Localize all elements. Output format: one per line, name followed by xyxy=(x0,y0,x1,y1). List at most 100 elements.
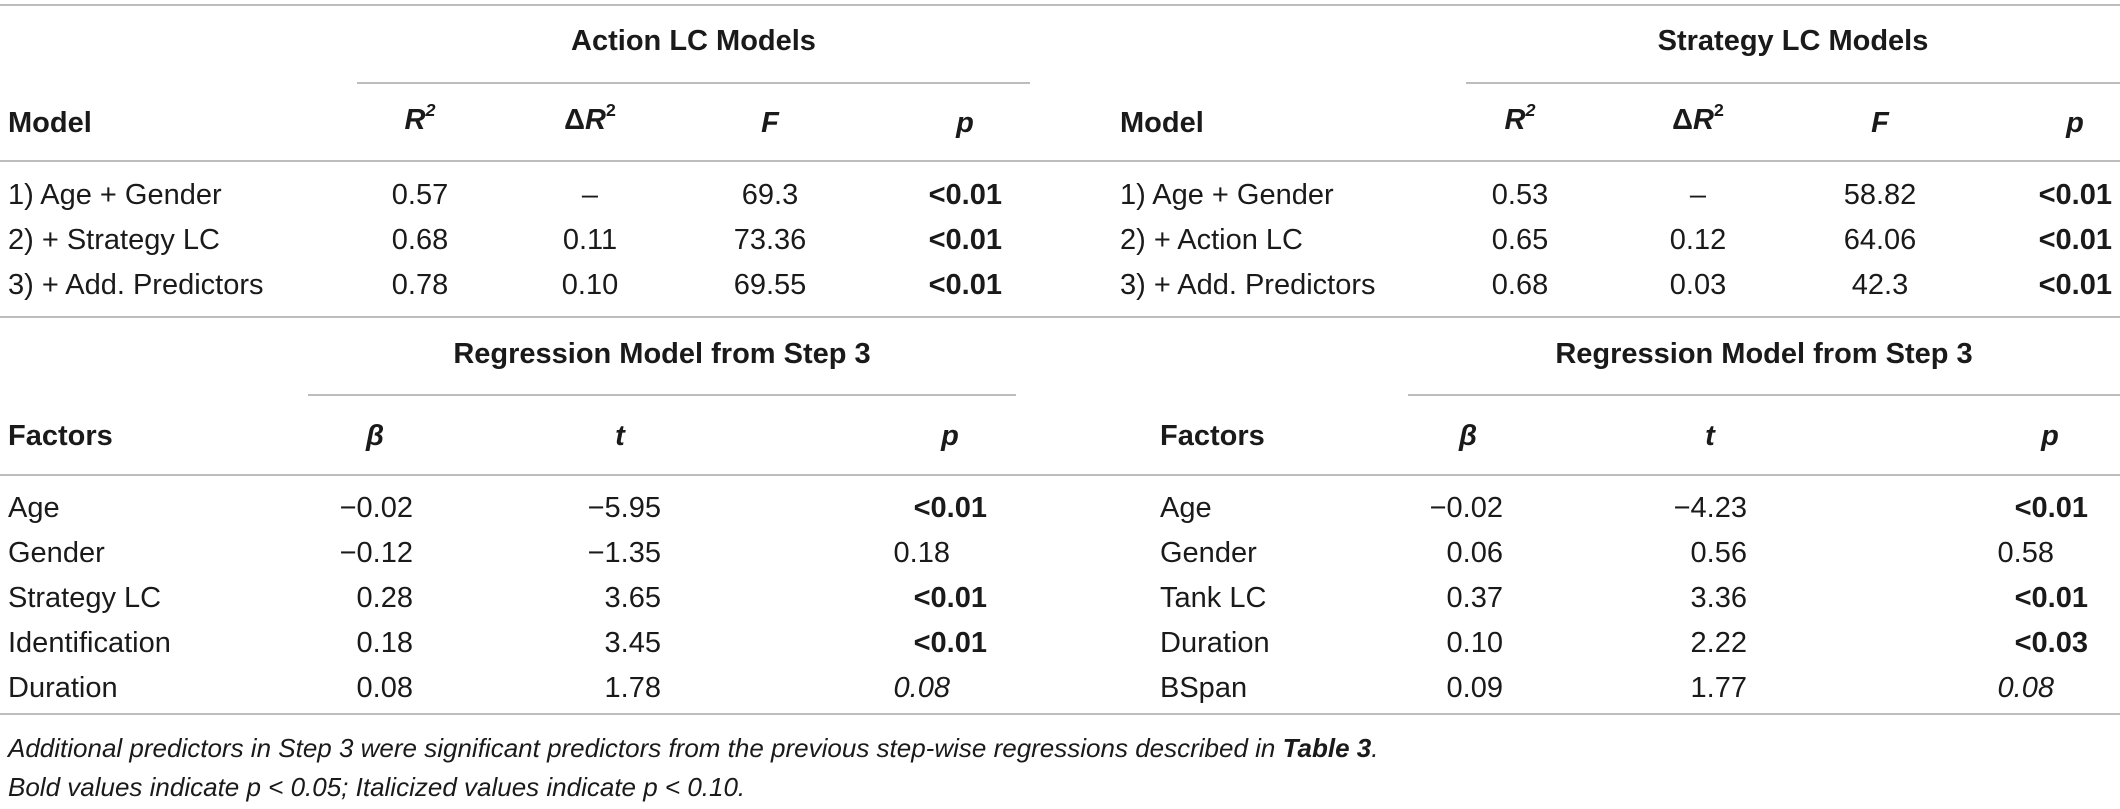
p-value: <0.01 xyxy=(2038,224,2112,256)
delta-r2-value: 0.10 xyxy=(561,269,619,301)
top-header-rule xyxy=(0,160,2120,162)
f-value: 42.3 xyxy=(1851,269,1909,301)
p-value: 0.08 xyxy=(1997,672,2054,704)
header-model: Model xyxy=(1120,107,1204,139)
model-label: 2) + Strategy LC xyxy=(8,224,220,256)
t-value: 3.65 xyxy=(604,582,661,614)
f-value: 58.82 xyxy=(1843,179,1917,211)
top-section-bottom-rule xyxy=(0,316,2120,318)
factor-label: Age xyxy=(8,492,60,524)
r2-value: 0.78 xyxy=(391,269,449,301)
factor-label: Duration xyxy=(8,672,118,704)
regression-left-underline xyxy=(308,394,1016,396)
table-footnote-1: Additional predictors in Step 3 were sig… xyxy=(8,733,1379,763)
strategy-lc-group-title: Strategy LC Models xyxy=(1657,25,1929,57)
factor-label: Gender xyxy=(8,537,105,569)
t-value: −1.35 xyxy=(587,537,661,569)
p-value: <0.01 xyxy=(928,224,1002,256)
header-p: p xyxy=(2066,107,2084,139)
beta-value: 0.06 xyxy=(1446,537,1503,569)
header-t: t xyxy=(1705,420,1715,452)
factor-label: Strategy LC xyxy=(8,582,162,614)
bottom-header-rule xyxy=(0,474,2120,476)
header-model: Model xyxy=(8,107,92,139)
header-r2: R2 xyxy=(1504,100,1536,136)
p-value: <0.01 xyxy=(913,627,987,659)
beta-value: −0.02 xyxy=(339,492,413,524)
p-value: <0.01 xyxy=(913,492,987,524)
beta-value: −0.12 xyxy=(339,537,413,569)
r2-value: 0.68 xyxy=(1491,269,1549,301)
delta-r2-value: 0.11 xyxy=(562,224,618,256)
action-group-underline xyxy=(357,82,1030,84)
model-label: 1) Age + Gender xyxy=(8,179,222,211)
r2-value: 0.53 xyxy=(1491,179,1549,211)
factor-label: Tank LC xyxy=(1160,582,1267,614)
beta-value: 0.28 xyxy=(356,582,413,614)
t-value: 3.36 xyxy=(1690,582,1747,614)
t-value: 2.22 xyxy=(1690,627,1747,659)
p-value: <0.01 xyxy=(928,179,1002,211)
beta-value: 0.37 xyxy=(1446,582,1503,614)
f-value: 69.55 xyxy=(733,269,807,301)
beta-value: 0.18 xyxy=(356,627,413,659)
factor-label: BSpan xyxy=(1160,672,1248,704)
table-footnote-2: Bold values indicate p < 0.05; Italicize… xyxy=(8,772,746,802)
factor-label: Age xyxy=(1160,492,1212,524)
factor-label: Identification xyxy=(8,627,171,659)
header-delta-r2: ΔR2 xyxy=(564,100,616,136)
model-label: 3) + Add. Predictors xyxy=(1120,269,1376,301)
header-factors: Factors xyxy=(1160,420,1265,452)
r2-value: 0.57 xyxy=(391,179,449,211)
beta-value: 0.10 xyxy=(1446,627,1503,659)
table-reference: Table 3 xyxy=(1282,733,1372,763)
p-value: <0.01 xyxy=(913,582,987,614)
p-value: <0.03 xyxy=(2014,627,2088,659)
model-label: 1) Age + Gender xyxy=(1120,179,1334,211)
header-r2: R2 xyxy=(404,100,436,136)
t-value: 0.56 xyxy=(1690,537,1747,569)
header-p: p xyxy=(2041,420,2059,452)
t-value: 3.45 xyxy=(604,627,661,659)
model-label: 2) + Action LC xyxy=(1120,224,1303,256)
regression-right-title: Regression Model from Step 3 xyxy=(1555,338,1973,370)
t-value: 1.77 xyxy=(1690,672,1747,704)
header-p: p xyxy=(956,107,974,139)
f-value: 73.36 xyxy=(733,224,807,256)
beta-value: 0.08 xyxy=(356,672,413,704)
f-value: 64.06 xyxy=(1843,224,1917,256)
action-lc-group-title: Action LC Models xyxy=(571,25,816,57)
header-beta: β xyxy=(1459,420,1477,452)
p-value: <0.01 xyxy=(2014,492,2088,524)
header-delta-r2: ΔR2 xyxy=(1672,100,1724,136)
delta-r2-value: 0.03 xyxy=(1669,269,1727,301)
factor-label: Duration xyxy=(1160,627,1270,659)
p-value: <0.01 xyxy=(2014,582,2088,614)
header-t: t xyxy=(615,420,625,452)
beta-value: 0.09 xyxy=(1446,672,1503,704)
p-value: <0.01 xyxy=(2038,269,2112,301)
bottom-table-rule xyxy=(0,713,2120,715)
r2-value: 0.68 xyxy=(391,224,449,256)
p-value: <0.01 xyxy=(2038,179,2112,211)
p-value: 0.08 xyxy=(893,672,950,704)
p-value: 0.18 xyxy=(893,537,950,569)
header-factors: Factors xyxy=(8,420,113,452)
r2-value: 0.65 xyxy=(1491,224,1549,256)
t-value: −4.23 xyxy=(1673,492,1747,524)
p-value: 0.58 xyxy=(1997,537,2054,569)
factor-label: Gender xyxy=(1160,537,1257,569)
header-f: F xyxy=(1871,107,1889,139)
t-value: −5.95 xyxy=(587,492,661,524)
top-rule xyxy=(0,4,2120,6)
regression-right-underline xyxy=(1408,394,2120,396)
delta-r2-value: 0.12 xyxy=(1669,224,1727,256)
delta-r2-value: – xyxy=(581,179,599,211)
t-value: 1.78 xyxy=(604,672,661,704)
regression-left-title: Regression Model from Step 3 xyxy=(453,338,871,370)
model-label: 3) + Add. Predictors xyxy=(8,269,264,301)
p-value: <0.01 xyxy=(928,269,1002,301)
delta-r2-value: – xyxy=(1689,179,1707,211)
strategy-group-underline xyxy=(1466,82,2120,84)
header-beta: β xyxy=(366,420,384,452)
